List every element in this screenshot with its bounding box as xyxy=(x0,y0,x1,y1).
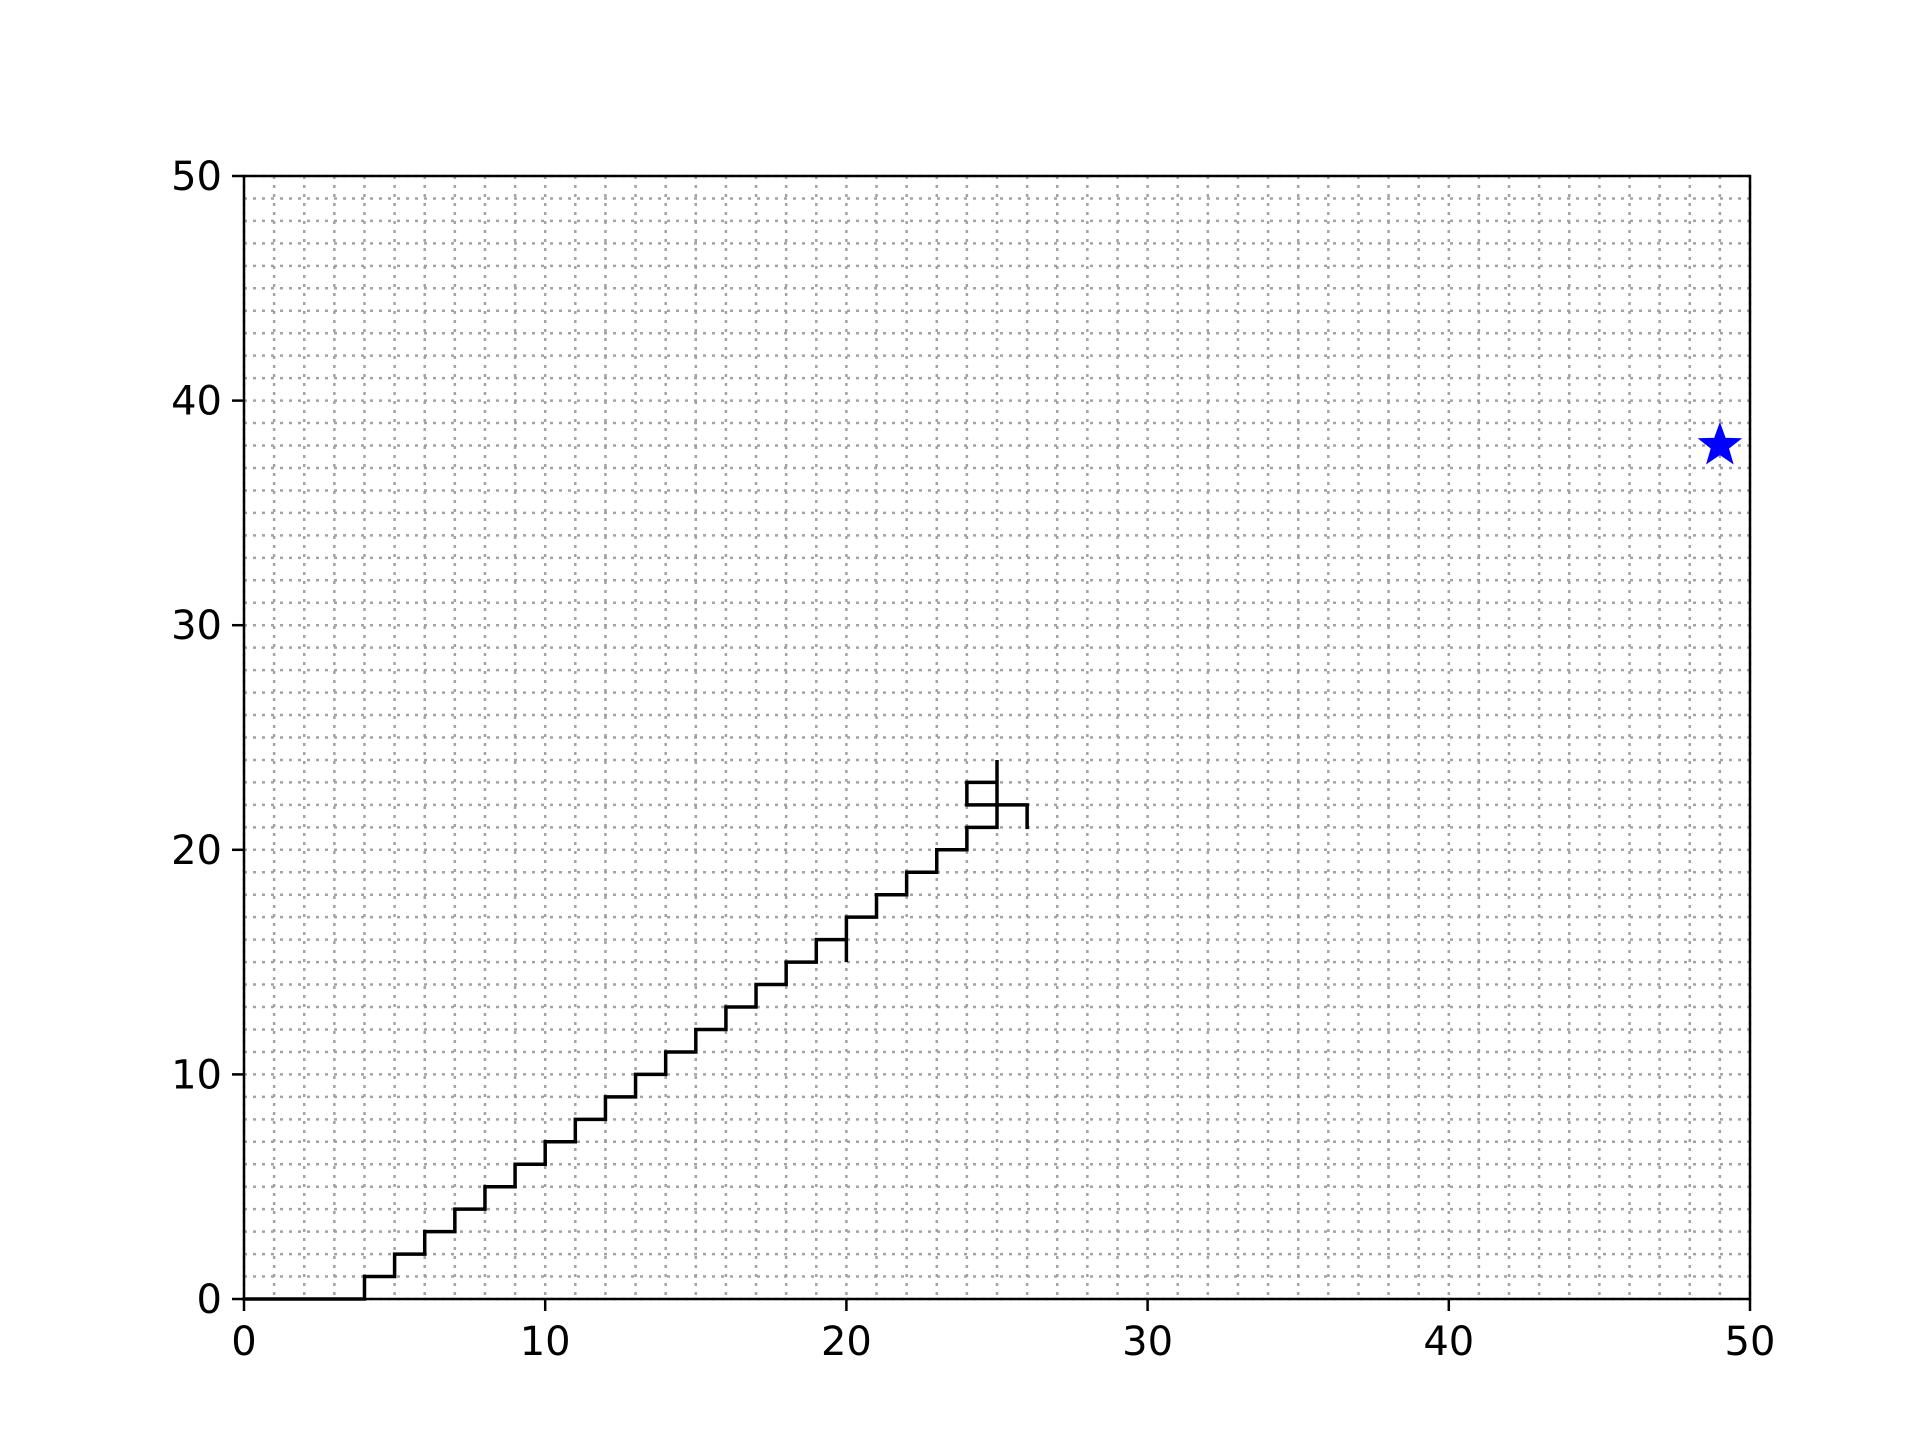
y-tick-label: 20 xyxy=(171,828,222,874)
y-tick-label: 0 xyxy=(197,1277,222,1323)
x-axis: 0 10 20 30 40 50 xyxy=(231,1299,1775,1365)
x-tick-label: 10 xyxy=(520,1319,571,1365)
y-tick-label: 10 xyxy=(171,1052,222,1098)
marker-layer xyxy=(1697,422,1743,465)
x-tick-label: 50 xyxy=(1725,1319,1776,1365)
series-line-path xyxy=(242,759,1029,1301)
series-layer xyxy=(242,759,1029,1301)
y-axis: 0 10 20 30 40 50 xyxy=(171,154,244,1323)
x-tick-label: 20 xyxy=(821,1319,872,1365)
y-tick-label: 30 xyxy=(171,603,222,649)
goal-star-marker xyxy=(1697,422,1743,465)
x-tick-label: 40 xyxy=(1423,1319,1474,1365)
x-tick-label: 30 xyxy=(1122,1319,1173,1365)
x-tick-label: 0 xyxy=(231,1319,256,1365)
y-tick-label: 40 xyxy=(171,379,222,425)
y-tick-label: 50 xyxy=(171,154,222,200)
plot-frame xyxy=(242,174,1752,1301)
